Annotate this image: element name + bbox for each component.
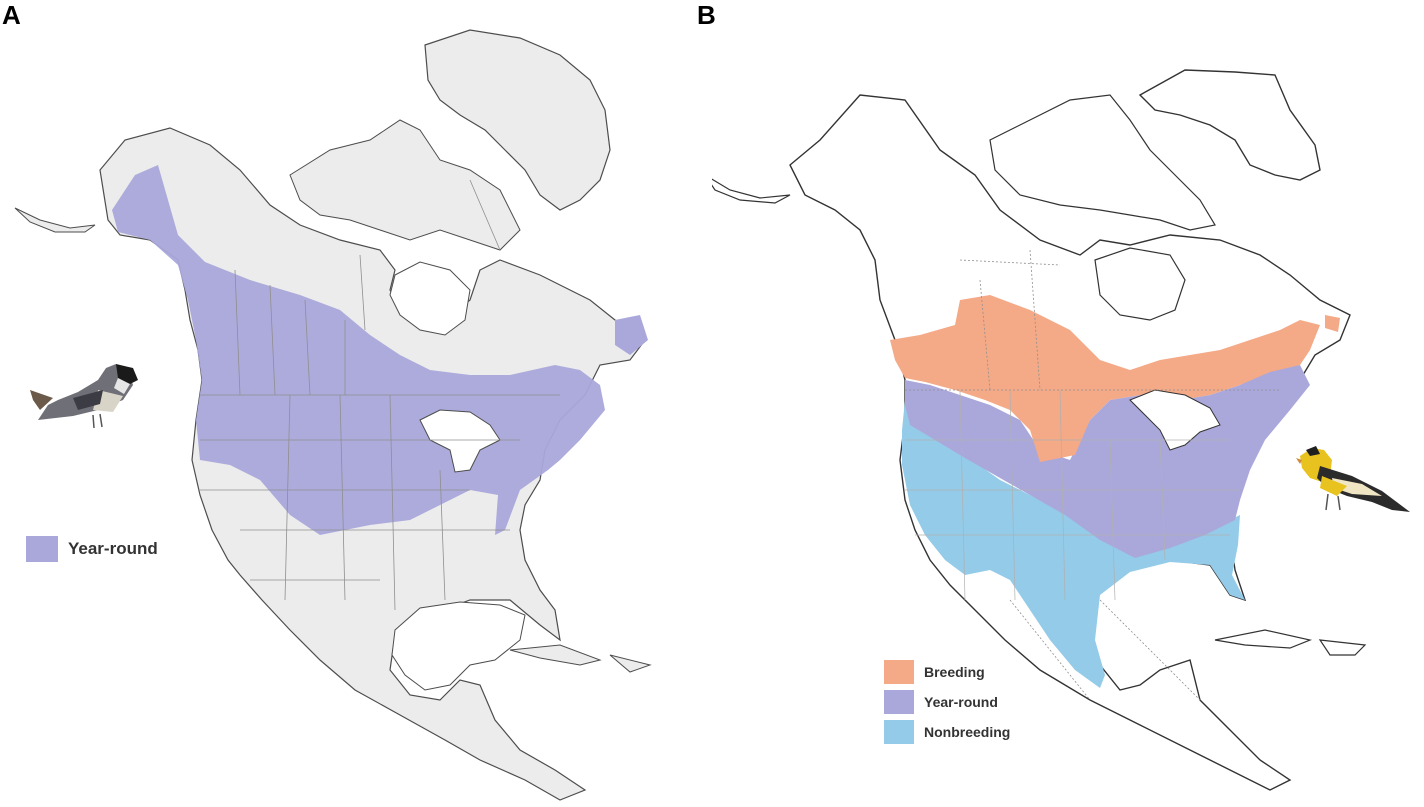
legend-a: Year-round bbox=[26, 536, 158, 562]
legend-label: Year-round bbox=[68, 539, 158, 558]
caribbean-islands bbox=[509, 644, 652, 673]
legend-swatch-year-round bbox=[884, 690, 914, 714]
breeding-range-maritime bbox=[1325, 315, 1340, 332]
newfoundland-range bbox=[615, 315, 648, 355]
legend-item-nonbreeding: Nonbreeding bbox=[884, 720, 1010, 744]
legend-swatch-nonbreeding bbox=[884, 720, 914, 744]
legend-label: Year-round bbox=[924, 694, 998, 710]
legend-label: Nonbreeding bbox=[924, 724, 1011, 740]
political-borders-b bbox=[905, 249, 1280, 701]
breeding-range bbox=[890, 295, 1320, 462]
great-lakes-b bbox=[1129, 389, 1221, 451]
range-map-b bbox=[712, 69, 1367, 791]
legend-item-breeding: Breeding bbox=[884, 660, 1010, 684]
gulf-of-mexico bbox=[391, 601, 526, 691]
legend-item-year-round: Year-round bbox=[884, 690, 1010, 714]
legend-b: Breeding Year-round Nonbreeding bbox=[884, 660, 1010, 750]
political-borders bbox=[198, 179, 560, 611]
arctic-islands bbox=[289, 119, 521, 251]
state-borders-b bbox=[905, 389, 1240, 601]
legend-label: Breeding bbox=[924, 664, 985, 680]
aleutian-islands-b bbox=[712, 178, 791, 204]
greenland-landmass bbox=[424, 29, 611, 211]
range-map-a bbox=[14, 29, 652, 801]
chickadee-image bbox=[30, 364, 138, 429]
greenland-outline bbox=[1138, 69, 1321, 181]
legend-swatch-breeding bbox=[884, 660, 914, 684]
arctic-islands-outline bbox=[989, 94, 1216, 231]
panel-label-a: A bbox=[2, 0, 21, 30]
great-lakes bbox=[419, 409, 501, 473]
legend-swatch-year-round bbox=[26, 536, 58, 562]
panel-label-b: B bbox=[697, 0, 716, 30]
nonbreeding-range bbox=[902, 400, 1245, 688]
hudson-bay-b bbox=[1094, 247, 1186, 321]
aleutian-islands bbox=[14, 207, 96, 233]
legend-item-year-round: Year-round bbox=[26, 536, 158, 562]
goldfinch-image bbox=[1296, 446, 1410, 512]
caribbean-islands-b bbox=[1214, 629, 1367, 656]
hudson-bay bbox=[389, 261, 471, 336]
